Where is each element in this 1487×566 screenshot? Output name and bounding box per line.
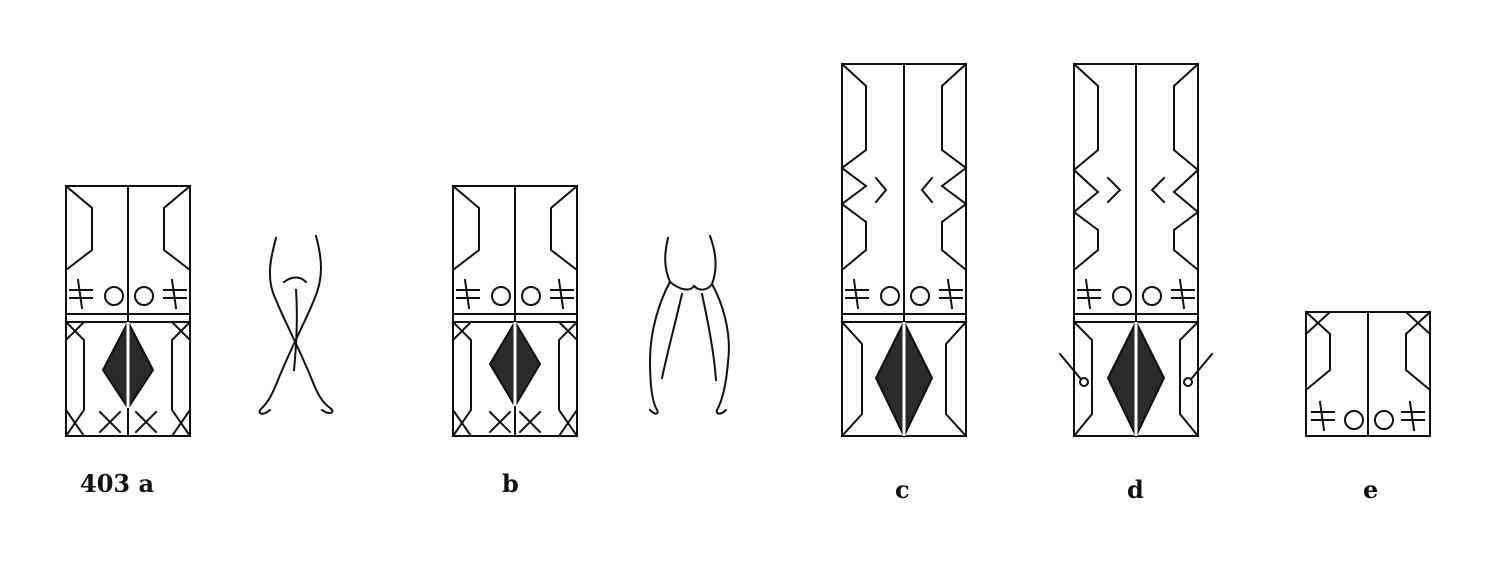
staff-e: [1304, 310, 1432, 437]
hold-signs-c: [845, 278, 963, 310]
label-b: b: [502, 469, 519, 498]
hold-signs-a: [69, 278, 187, 310]
legs-drawing-a: [258, 234, 334, 415]
label-c: c: [895, 475, 910, 504]
legs-drawing-b: [648, 234, 730, 415]
staff-c: [840, 62, 968, 439]
hold-signs-b: [456, 278, 574, 310]
label-e: e: [1363, 475, 1378, 504]
hold-signs-d: [1077, 278, 1195, 310]
staff-d: [1058, 62, 1214, 439]
label-d: d: [1127, 475, 1144, 504]
hold-signs-e: [1311, 400, 1425, 432]
staff-a: [64, 184, 192, 438]
label-a: 403 a: [80, 469, 154, 498]
staff-b: [451, 184, 579, 438]
